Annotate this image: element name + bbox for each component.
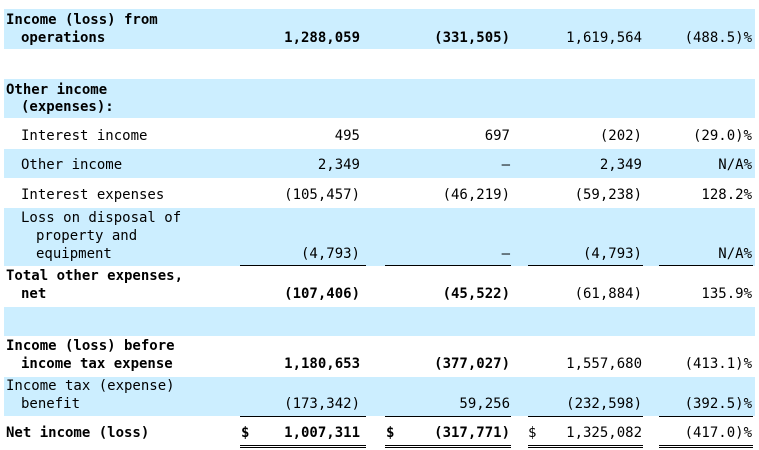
row-net-income: Net income (loss) $ 1,007,311 $ (317,771… — [4, 417, 755, 450]
value-col-2: — — [501, 157, 510, 173]
underline-col-2 — [385, 265, 511, 266]
currency-symbol-col-3: $ — [528, 425, 537, 441]
value-col-1: 495 — [334, 128, 360, 144]
label-line-2: income tax expense — [21, 356, 173, 372]
row-label: Net income (loss) — [6, 425, 150, 441]
double-underline-col-2 — [385, 445, 511, 448]
underline-col-1 — [240, 416, 366, 417]
underline-col-4 — [659, 265, 753, 266]
value-col-3: 1,619,564 — [566, 30, 642, 46]
underline-col-4 — [659, 416, 753, 417]
underline-col-1 — [240, 265, 366, 266]
value-col-1: 1,007,311 — [284, 425, 360, 441]
label-line-1: Loss on disposal of — [21, 210, 182, 226]
value-col-2: (331,505) — [434, 30, 510, 46]
value-col-2: — — [501, 246, 510, 262]
value-col-2: (377,027) — [434, 356, 510, 372]
value-col-2: (45,522) — [442, 286, 510, 302]
value-col-1: (173,342) — [284, 396, 360, 412]
section-header-line-1: Other income — [6, 82, 108, 98]
label-line-2: benefit — [21, 396, 81, 412]
currency-symbol-col-1: $ — [241, 425, 250, 441]
row-income-from-operations: Income (loss) from operations 1,288,059 … — [4, 9, 755, 49]
currency-symbol-col-2: $ — [386, 425, 395, 441]
value-col-2: (317,771) — [434, 425, 510, 441]
row-total-other-expenses: Total other expenses, net (107,406) (45,… — [4, 266, 755, 306]
double-underline-col-4 — [659, 445, 753, 448]
label-line-2: property and — [36, 228, 138, 244]
value-col-1: (4,793) — [300, 246, 360, 262]
value-col-1: 1,180,653 — [284, 356, 360, 372]
value-col-4: (417.0)% — [684, 425, 752, 441]
row-label: Interest expenses — [21, 187, 165, 203]
value-col-4: 135.9% — [701, 286, 752, 302]
value-col-4: (413.1)% — [684, 356, 752, 372]
value-col-4: (488.5)% — [684, 30, 752, 46]
value-col-1: 2,349 — [317, 157, 360, 173]
underline-col-2 — [385, 416, 511, 417]
label-line-2: operations — [21, 30, 106, 46]
label-line-3: equipment — [36, 246, 112, 262]
value-col-3: 1,325,082 — [566, 425, 642, 441]
value-col-4: N/A% — [718, 157, 752, 173]
row-interest-expenses: Interest expenses (105,457) (46,219) (59… — [4, 178, 755, 207]
row-other-income: Other income 2,349 — 2,349 N/A% — [4, 149, 755, 178]
underline-col-3 — [528, 265, 643, 266]
row-loss-on-disposal: Loss on disposal of property and equipme… — [4, 208, 755, 266]
label-line-1: Income tax (expense) — [6, 378, 175, 394]
label-line-1: Income (loss) before — [6, 338, 175, 354]
row-label: Other income — [21, 157, 123, 173]
underline-col-3 — [528, 416, 643, 417]
value-col-4: (392.5)% — [684, 396, 752, 412]
value-col-3: (202) — [599, 128, 642, 144]
value-col-2: 59,256 — [459, 396, 510, 412]
value-col-1: (105,457) — [284, 187, 360, 203]
row-spacer: Other income (expenses): — [4, 79, 755, 118]
value-col-4: 128.2% — [701, 187, 752, 203]
value-col-4: (29.0)% — [692, 128, 752, 144]
row-spacer — [4, 307, 755, 336]
label-line-1: Total other expenses, — [6, 268, 184, 284]
section-header-line-2: (expenses): — [21, 99, 114, 115]
value-col-3: 1,557,680 — [566, 356, 642, 372]
double-underline-col-1 — [240, 445, 366, 448]
label-line-1: Income (loss) from — [6, 12, 158, 28]
value-col-3: (59,238) — [574, 187, 642, 203]
row-interest-income: Interest income 495 697 (202) (29.0)% — [4, 120, 755, 148]
value-col-2: 697 — [484, 128, 510, 144]
value-col-2: (46,219) — [442, 187, 510, 203]
row-income-before-tax: Income (loss) before income tax expense … — [4, 336, 755, 376]
row-income-tax: Income tax (expense) benefit (173,342) 5… — [4, 377, 755, 416]
value-col-1: (107,406) — [284, 286, 360, 302]
value-col-4: N/A% — [718, 246, 752, 262]
value-col-3: (232,598) — [566, 396, 642, 412]
value-col-3: 2,349 — [599, 157, 642, 173]
row-label: Interest income — [21, 128, 148, 144]
value-col-3: (61,884) — [574, 286, 642, 302]
double-underline-col-3 — [528, 445, 643, 448]
label-line-2: net — [21, 286, 47, 302]
value-col-1: 1,288,059 — [284, 30, 360, 46]
value-col-3: (4,793) — [582, 246, 642, 262]
